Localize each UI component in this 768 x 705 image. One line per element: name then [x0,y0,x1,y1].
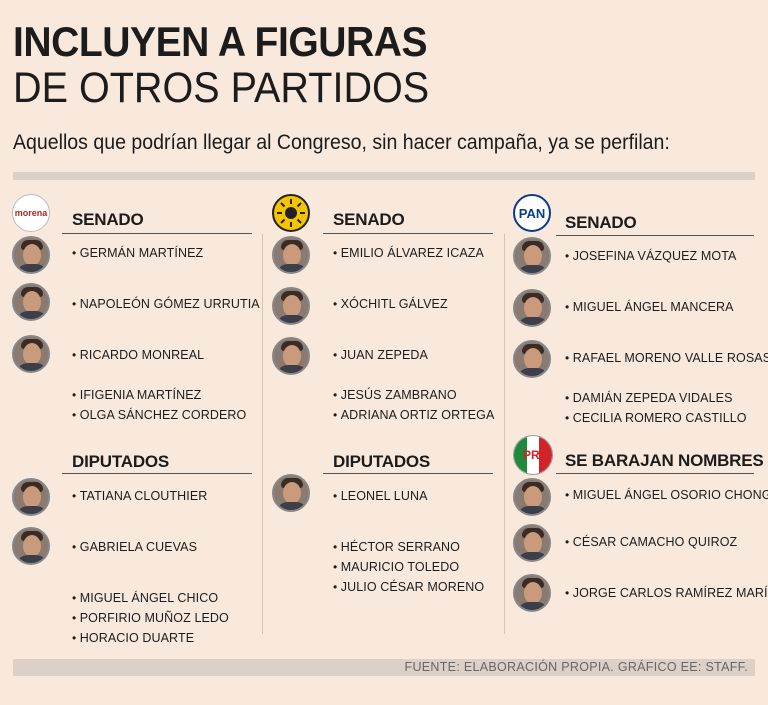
section-pri: SE BARAJAN NOMBRES [565,451,764,470]
avatar [12,527,50,565]
avatar [272,337,310,375]
list-item: Jorge Carlos Ramírez Marín [565,586,768,600]
list-item: Napoleón Gómez Urrutia [72,297,260,311]
avatar [513,289,551,327]
section-diputados-morena: DIPUTADOS [72,452,170,471]
avatar [513,524,551,562]
page-title: INCLUYEN A FIGURAS [13,18,428,65]
list-item: Porfirio Muñoz Ledo [72,611,229,625]
source-credit: FUENTE: ELABORACIÓN PROPIA. GRÁFICO EE: … [404,660,748,674]
list-item: Juan Zepeda [333,348,428,362]
list-item: Tatiana Clouthier [72,489,208,503]
section-senado-pan: SENADO [565,213,637,232]
list-item: Gabriela Cuevas [72,540,197,554]
sun-icon [277,199,305,227]
list-item: Horacio Duarte [72,631,194,645]
list-item: César Camacho Quiroz [565,535,737,549]
pri-red-stripe [539,436,552,474]
morena-logo-icon: morena [12,194,50,232]
list-item: Jesús Zambrano [333,388,457,402]
section-senado-prd: SENADO [333,210,405,229]
prd-sun-logo-icon [272,194,310,232]
avatar [272,474,310,512]
avatar [12,478,50,516]
list-item: Cecilia Romero Castillo [565,411,747,425]
subtitle: Aquellos que podrían llegar al Congreso,… [13,131,670,154]
list-item: Ricardo Monreal [72,348,204,362]
list-item: Mauricio Toledo [333,560,459,574]
section-rule [62,473,252,474]
footer-bar [13,659,755,676]
list-item: Miguel Ángel Osorio Chong [565,488,768,502]
column-divider [504,234,505,634]
avatar [12,283,50,321]
pri-green-stripe [514,436,527,474]
list-item: Rafael Moreno Valle Rosas [565,351,768,365]
pri-logo-icon: PRI [513,435,553,475]
list-item: Miguel Ángel Chico [72,591,218,605]
avatar [272,287,310,325]
list-item: Xóchitl Gálvez [333,297,448,311]
avatar [513,340,551,378]
top-divider-bar [13,172,755,180]
list-item: Leonel Luna [333,489,428,503]
section-rule [556,235,754,236]
pan-logo-icon: PAN [513,194,551,232]
list-item: Damián Zepeda Vidales [565,391,733,405]
avatar [513,478,551,516]
pri-logo-text: PRI [522,448,543,462]
section-rule [323,233,493,234]
list-item: Miguel Ángel Mancera [565,300,734,314]
section-rule [323,473,493,474]
morena-logo-text: morena [14,208,48,218]
list-item: Olga Sánchez Cordero [72,408,247,422]
list-item: Ifigenia Martínez [72,388,202,402]
section-diputados-prd: DIPUTADOS [333,452,431,471]
list-item: Julio César Moreno [333,580,484,594]
section-rule [62,233,252,234]
avatar [12,335,50,373]
section-rule [556,473,754,474]
pan-logo-text: PAN [518,205,546,221]
list-item: Germán Martínez [72,246,203,260]
column-divider [262,234,263,634]
list-item: Josefina Vázquez Mota [565,249,737,263]
avatar [513,237,551,275]
page-title-line-2: DE OTROS PARTIDOS [13,64,430,112]
list-item: Adriana Ortiz Ortega [333,408,495,422]
avatar [12,236,50,274]
avatar [272,236,310,274]
list-item: Emilio Álvarez Icaza [333,246,484,260]
avatar [513,574,551,612]
list-item: Héctor Serrano [333,540,460,554]
section-senado-morena: SENADO [72,210,144,229]
